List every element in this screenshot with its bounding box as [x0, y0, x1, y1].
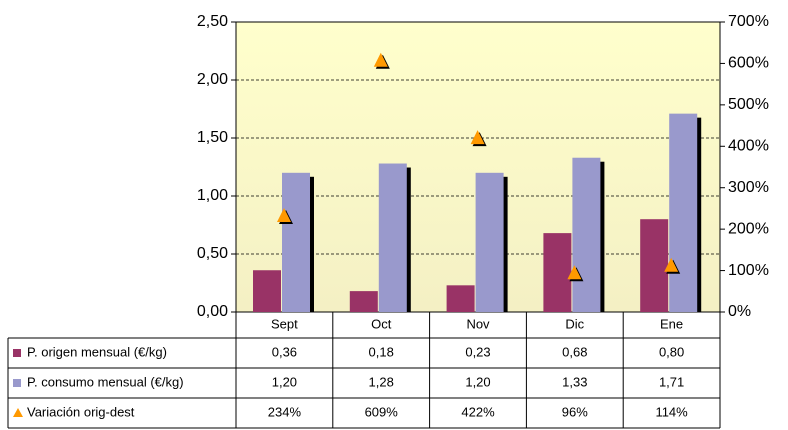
y-tick-label: 0,50 — [197, 245, 228, 262]
table-value: 422% — [461, 404, 495, 419]
bar — [378, 163, 407, 312]
table-value: 0,23 — [465, 344, 490, 359]
y2-tick-label: 500% — [728, 96, 769, 113]
marker — [664, 257, 679, 272]
y2-tick-label: 400% — [728, 138, 769, 155]
table-value: 0,68 — [562, 344, 587, 359]
marker — [567, 265, 582, 280]
bar — [253, 270, 281, 312]
marker — [277, 208, 291, 223]
table-value: 234% — [268, 404, 302, 419]
x-tick-label: Nov — [466, 316, 490, 331]
y2-tick-label: 200% — [728, 220, 769, 237]
table-value: 96% — [562, 404, 588, 419]
table-value: 0,80 — [659, 344, 684, 359]
marker — [470, 130, 485, 145]
bar — [640, 219, 669, 312]
bar — [475, 172, 504, 312]
y2-tick-label: 600% — [728, 55, 769, 72]
y-tick-label: 2,50 — [197, 13, 228, 30]
legend-label: P. origen mensual (€/kg) — [27, 344, 167, 359]
bar — [572, 157, 601, 312]
table-value: 1,28 — [369, 374, 394, 389]
table-value: 1,33 — [562, 374, 587, 389]
bar — [282, 172, 310, 312]
y2-tick-label: 0% — [728, 303, 751, 320]
bar — [446, 285, 475, 312]
y-tick-label: 2,00 — [197, 71, 228, 88]
table-value: 1,20 — [465, 374, 490, 389]
table-value: 609% — [365, 404, 399, 419]
y2-tick-label: 700% — [728, 13, 769, 30]
legend-marker — [13, 408, 23, 417]
table-value: 0,36 — [272, 344, 297, 359]
y2-tick-label: 100% — [728, 262, 769, 279]
x-tick-label: Ene — [660, 316, 683, 331]
bar — [543, 233, 572, 312]
table-value: 1,71 — [659, 374, 684, 389]
table-value: 1,20 — [272, 374, 297, 389]
legend-label: P. consumo mensual (€/kg) — [27, 374, 184, 389]
y2-tick-label: 300% — [728, 179, 769, 196]
legend-label: Variación orig-dest — [27, 404, 135, 419]
table-value: 114% — [655, 404, 688, 419]
x-tick-label: Dic — [565, 316, 584, 331]
bar — [349, 291, 378, 312]
marker — [373, 52, 388, 67]
x-tick-label: Oct — [371, 316, 392, 331]
legend-marker — [13, 379, 21, 387]
y-tick-label: 1,00 — [197, 187, 228, 204]
y-tick-label: 0,00 — [197, 303, 228, 320]
x-tick-label: Sept — [271, 316, 298, 331]
bar — [669, 113, 698, 312]
legend-marker — [13, 349, 21, 357]
y-tick-label: 1,50 — [197, 129, 228, 146]
table-value: 0,18 — [369, 344, 394, 359]
